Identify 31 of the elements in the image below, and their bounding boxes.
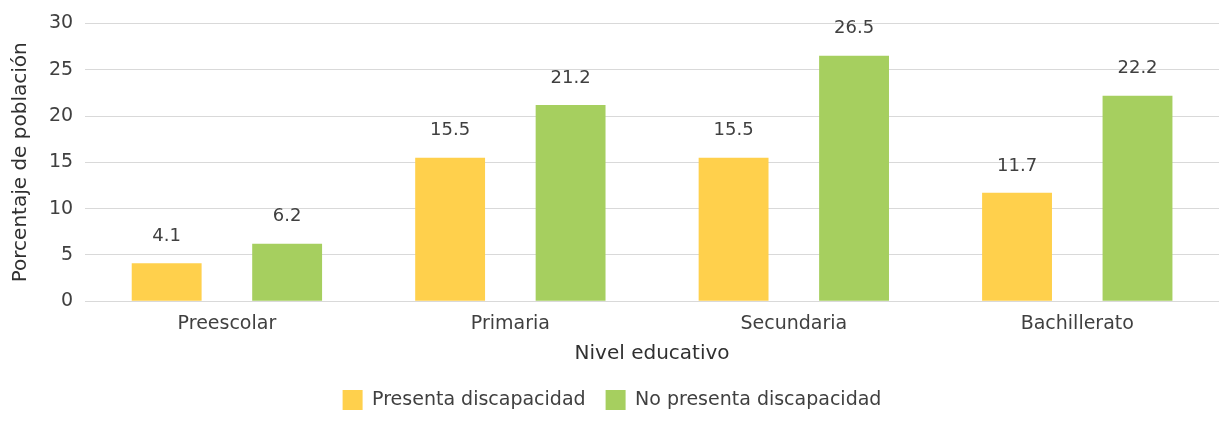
- data-label: 26.5: [834, 16, 875, 38]
- data-label: 15.5: [430, 118, 471, 140]
- bar: [1102, 95, 1173, 301]
- x-tick-label: Primaria: [470, 310, 550, 333]
- bar: [535, 104, 606, 301]
- bar: [698, 157, 769, 301]
- y-tick-label: 5: [61, 241, 74, 264]
- data-label: 4.1: [152, 223, 181, 245]
- bar: [982, 192, 1052, 301]
- legend-label: Presenta discapacidad: [372, 386, 586, 409]
- bar: [415, 157, 486, 301]
- data-label: 6.2: [272, 204, 302, 226]
- x-axis-title: Nivel educativo: [574, 340, 730, 365]
- y-axis-title: Porcentaje de población: [7, 42, 32, 283]
- y-tick-label: 20: [48, 102, 74, 125]
- bar: [252, 243, 323, 301]
- y-tick-label: 10: [48, 195, 74, 218]
- x-tick-label: Preescolar: [177, 310, 277, 333]
- y-tick-label: 25: [48, 56, 74, 79]
- data-label: 15.5: [713, 118, 754, 140]
- data-label: 21.2: [550, 65, 591, 87]
- bar: [819, 55, 889, 301]
- y-tick-label: 0: [61, 288, 74, 311]
- legend-label: No presenta discapacidad: [635, 386, 882, 409]
- data-label: 22.2: [1117, 56, 1158, 78]
- y-tick-label: 15: [48, 149, 74, 172]
- x-tick-label: Secundaria: [740, 310, 848, 333]
- data-label: 11.7: [997, 153, 1038, 175]
- bar: [131, 263, 202, 301]
- x-tick-label: Bachillerato: [1020, 310, 1134, 333]
- y-tick-label: 30: [48, 10, 74, 33]
